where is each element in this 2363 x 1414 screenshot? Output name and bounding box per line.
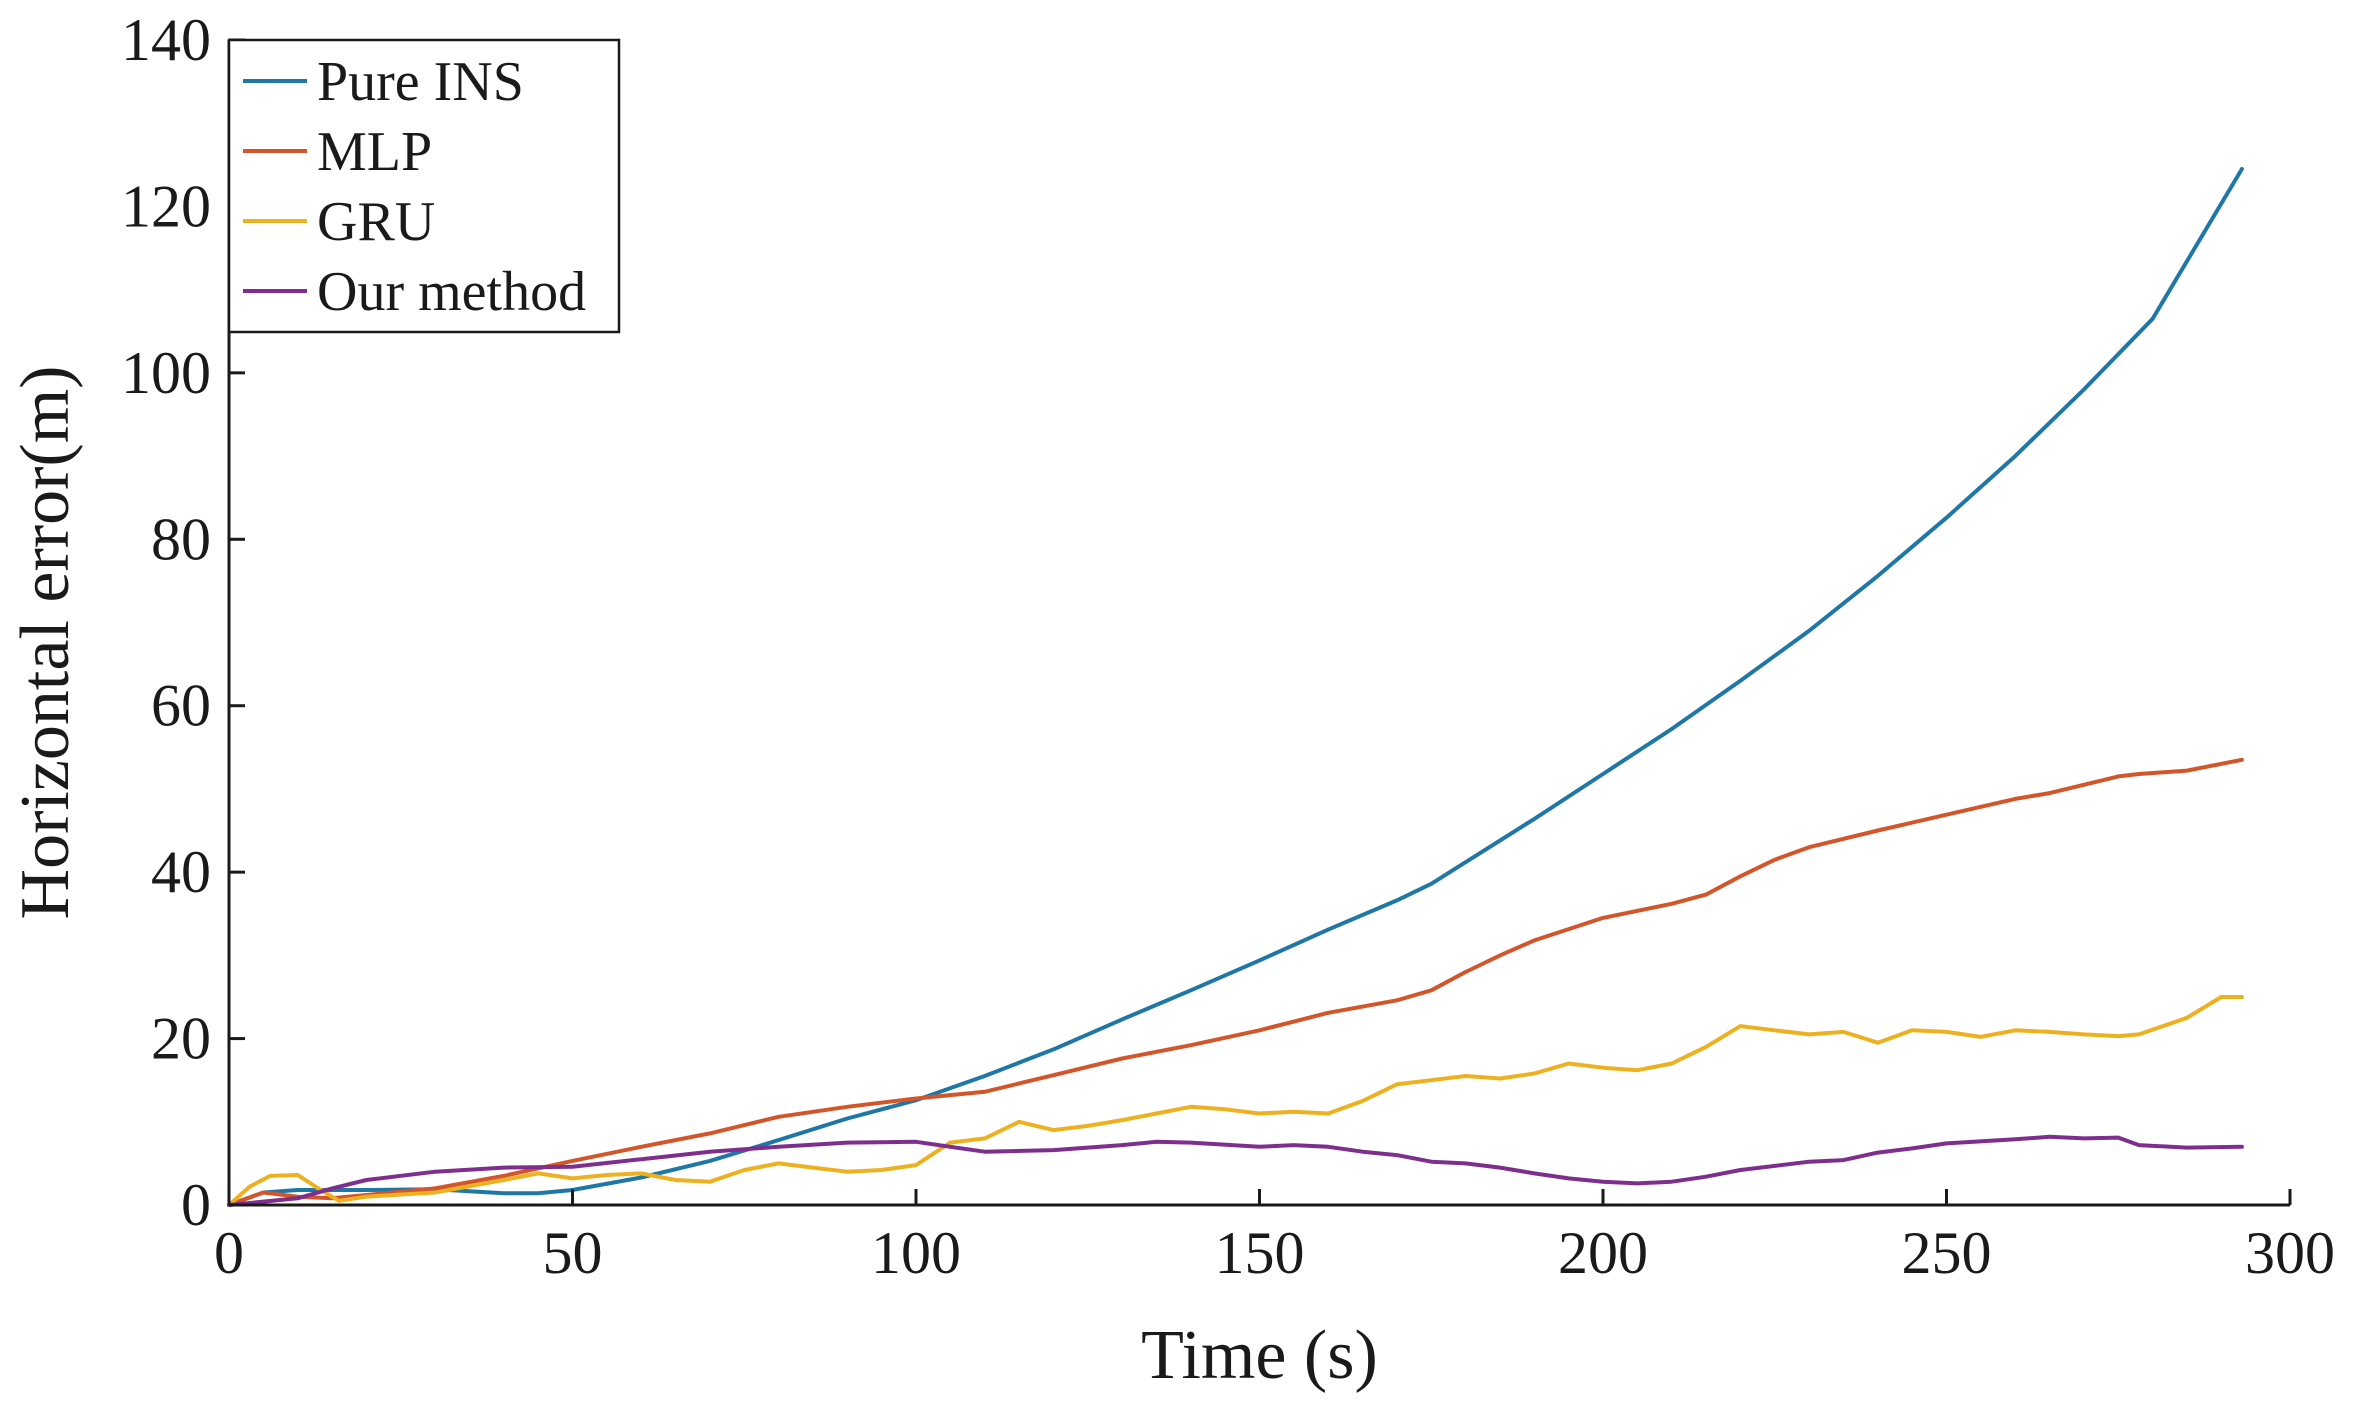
y-tick-label: 0 (181, 1172, 211, 1238)
x-tick-label: 200 (1558, 1220, 1648, 1286)
ticks-layer: 0 50 100 150 200 250 300 0 20 40 60 80 100 120 140 (121, 7, 2335, 1286)
x-tick-label: 0 (214, 1220, 244, 1286)
y-tick-label: 40 (151, 839, 211, 905)
y-axis-title: Horizontal error(m) (7, 366, 84, 920)
x-tick-label: 100 (871, 1220, 961, 1286)
y-tick-label: 80 (151, 506, 211, 572)
y-tick-label: 120 (121, 173, 211, 239)
x-tick-label: 50 (543, 1220, 603, 1286)
legend-label-mlp: MLP (317, 121, 432, 183)
series-line-mlp (227, 757, 2244, 1207)
legend-label-pure-ins: Pure INS (317, 51, 524, 113)
y-tick-label: 60 (151, 673, 211, 739)
series-line-our-method (227, 1134, 2244, 1207)
legend-label-our-method: Our method (317, 261, 586, 323)
y-tick-label: 20 (151, 1006, 211, 1072)
x-tick-label: 250 (1902, 1220, 1992, 1286)
legend: Pure INS MLP GRU Our method (227, 38, 621, 334)
x-tick-label: 300 (2245, 1220, 2335, 1286)
x-axis-title: Time (s) (1141, 1317, 1378, 1394)
y-tick-label: 100 (121, 340, 211, 406)
legend-box (227, 38, 621, 334)
series-line-gru (227, 995, 2244, 1207)
legend-label-gru: GRU (317, 191, 435, 253)
x-tick-label: 150 (1215, 1220, 1305, 1286)
series-layer (227, 167, 2244, 1207)
series-line-pure-ins (227, 167, 2244, 1207)
y-tick-label: 140 (121, 7, 211, 73)
